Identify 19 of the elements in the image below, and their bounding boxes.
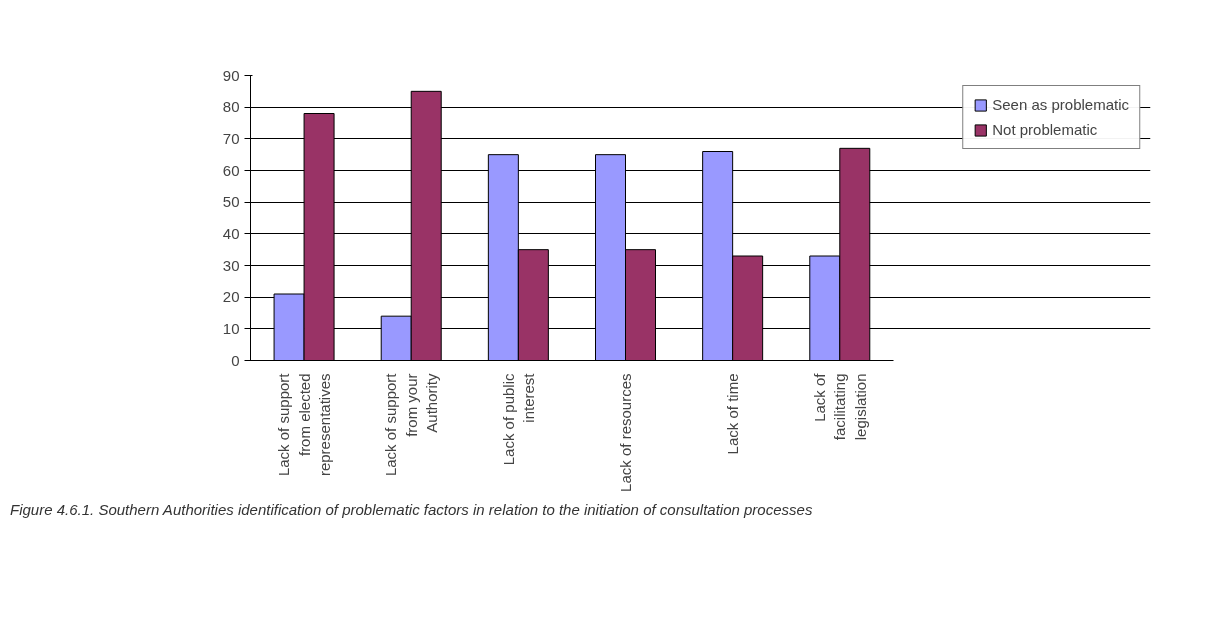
x-tick-label: Lack of time <box>724 373 742 455</box>
y-tick-label: 0 <box>231 351 240 369</box>
y-tick-label: 30 <box>222 256 240 274</box>
x-tick-label: Lack of support from elected representatives <box>275 372 333 477</box>
y-tick-label: 60 <box>222 161 240 179</box>
y-tick-label: 80 <box>222 98 240 116</box>
y-tick-label: 40 <box>222 224 240 242</box>
y-tick-label: 90 <box>222 66 240 84</box>
y-tick-label: 70 <box>222 129 240 147</box>
y-tick-label: 50 <box>222 193 240 211</box>
legend-label: Seen as problematic <box>992 96 1129 113</box>
caption: Figure 4.6.1. Southern Authorities identification of problematic factors in relation to the initiation of consultation processes <box>10 500 813 520</box>
x-tick-label: Lack of facilitating legislation <box>810 372 869 441</box>
x-tick-label: Lack of support from your Authority <box>382 372 441 477</box>
y-tick-label: 10 <box>222 319 240 337</box>
x-tick-label: Lack of resources <box>617 373 634 492</box>
x-tick-label: Lack of public interest <box>499 372 538 466</box>
legend-label: Not problematic <box>992 121 1098 138</box>
y-tick-label: 20 <box>222 288 240 306</box>
